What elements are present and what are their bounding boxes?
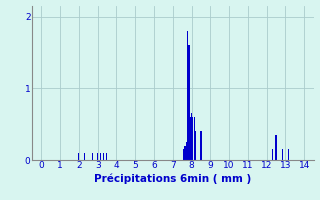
Bar	[103, 153, 104, 160]
Bar	[282, 149, 283, 160]
Bar	[272, 149, 273, 160]
Bar	[200, 131, 202, 160]
Bar	[192, 117, 194, 160]
Bar	[183, 149, 184, 160]
Bar	[288, 149, 289, 160]
Bar	[188, 45, 189, 160]
Bar	[187, 31, 188, 160]
Bar	[195, 131, 196, 160]
Bar	[84, 153, 85, 160]
Bar	[97, 153, 98, 160]
Bar	[186, 142, 187, 160]
Bar	[190, 117, 191, 160]
X-axis label: Précipitations 6min ( mm ): Précipitations 6min ( mm )	[94, 173, 252, 184]
Bar	[78, 153, 79, 160]
Bar	[191, 113, 192, 160]
Bar	[106, 153, 107, 160]
Bar	[194, 117, 195, 160]
Bar	[184, 146, 186, 160]
Bar	[100, 153, 101, 160]
